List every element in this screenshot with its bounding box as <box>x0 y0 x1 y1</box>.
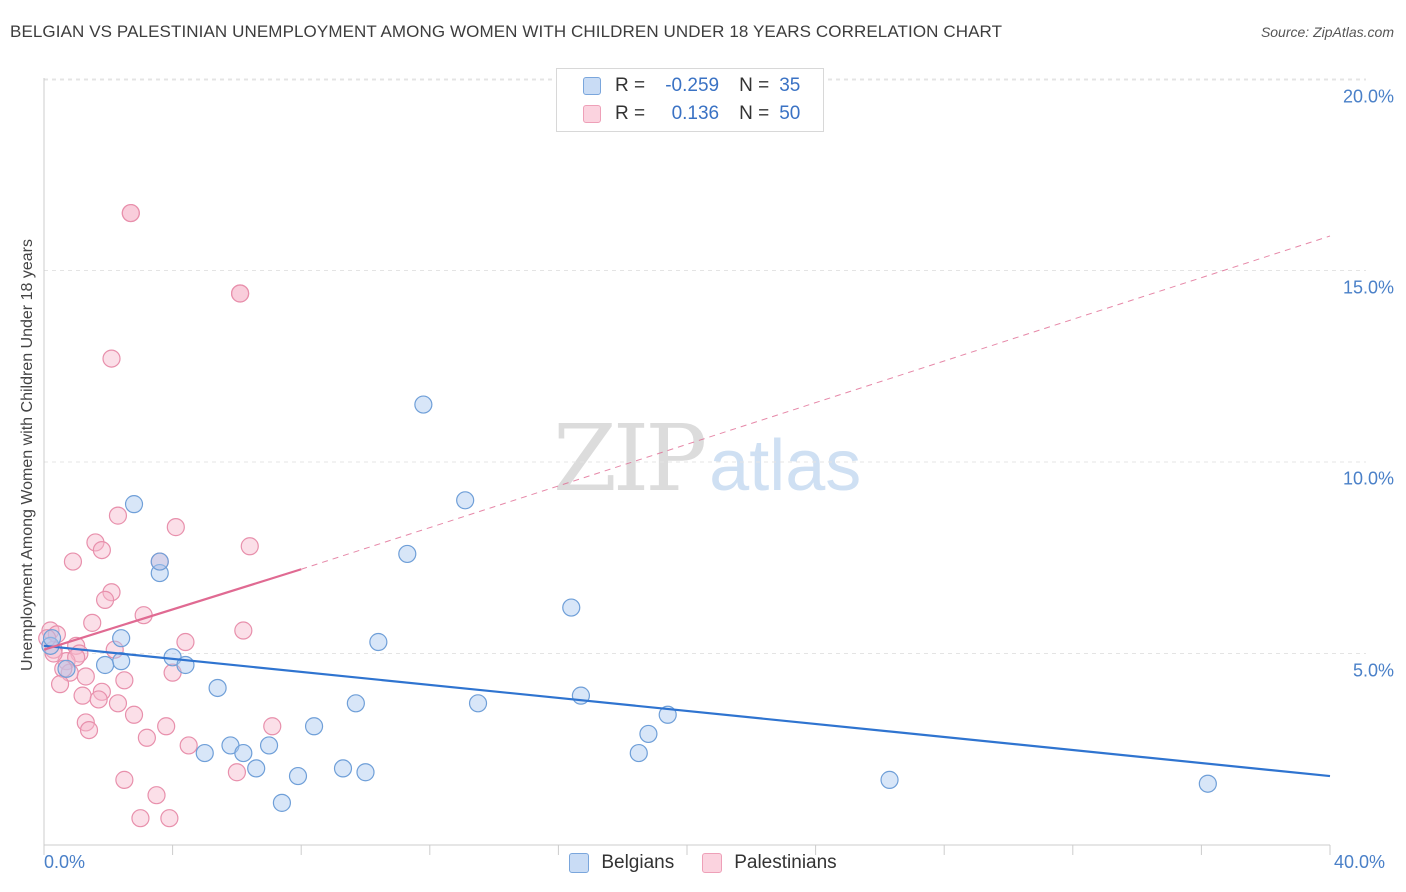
r-label: R = <box>615 75 646 96</box>
belgian-point <box>57 659 76 678</box>
palestinian-point <box>115 671 134 690</box>
palestinian-point <box>240 537 259 556</box>
belgian-point <box>880 770 899 789</box>
palestinian-point <box>137 728 156 747</box>
belgian-point <box>208 678 227 698</box>
y-tick-10: 10.0% <box>1342 468 1394 489</box>
palestinian-point <box>50 675 70 694</box>
belgian-point <box>247 759 266 778</box>
belgian-point <box>629 743 648 763</box>
belgian-point <box>468 694 488 713</box>
watermark-zip: ZIP <box>553 405 707 512</box>
belgian-point <box>124 495 144 514</box>
r-value: 0.136 <box>671 103 720 124</box>
belgian-point <box>346 694 365 713</box>
belgians-swatch-icon <box>583 77 601 95</box>
palestinian-point <box>157 717 176 736</box>
r-value: -0.259 <box>665 75 720 96</box>
watermark: ZIPatlas <box>553 405 861 512</box>
y-tick-5: 5.0% <box>1352 660 1394 681</box>
belgian-point <box>356 763 375 782</box>
belgian-point <box>456 491 475 510</box>
belgian-point <box>333 759 353 778</box>
y-tick-20: 20.0% <box>1342 86 1394 107</box>
belgian-point <box>272 793 292 812</box>
n-label: N = <box>739 103 770 124</box>
belgian-point <box>112 629 131 648</box>
legend-label-palestinians: Palestinians <box>734 852 837 873</box>
series-legend: Belgians Palestinians <box>0 852 1406 874</box>
watermark-atlas: atlas <box>709 426 862 506</box>
palestinian-point <box>166 518 185 537</box>
legend-item-belgians[interactable]: Belgians <box>569 852 674 874</box>
belgian-point <box>195 743 214 763</box>
palestinian-point <box>83 613 102 632</box>
palestinian-point <box>124 705 144 724</box>
r-label: R = <box>615 103 646 124</box>
belgian-point <box>414 395 433 414</box>
belgian-point <box>259 736 279 755</box>
palestinian-point <box>92 540 111 560</box>
correlation-legend: R = -0.259 N = 35 R = 0.136 N = 50 <box>556 68 824 132</box>
source-label: Source: ZipAtlas.com <box>1260 24 1394 40</box>
palestinian-point <box>147 786 166 805</box>
x-tick-0: 0.0% <box>44 852 86 872</box>
belgians-trend-line <box>43 644 1331 778</box>
legend-row-belgians: R = -0.259 N = 35 <box>557 73 800 99</box>
palestinian-point <box>234 621 253 640</box>
palestinians-trend-line <box>43 568 302 651</box>
belgian-point <box>95 655 115 675</box>
belgian-point <box>562 598 581 617</box>
belgian-point <box>398 544 417 564</box>
n-value: 35 <box>779 75 801 96</box>
palestinian-point <box>231 284 250 303</box>
palestinian-point <box>179 736 198 755</box>
n-label: N = <box>739 75 770 96</box>
belgian-point <box>1198 774 1217 793</box>
legend-item-palestinians[interactable]: Palestinians <box>702 852 837 874</box>
palestinians-swatch-icon <box>702 853 723 873</box>
palestinians-swatch-icon <box>583 105 601 123</box>
palestinian-point <box>89 690 108 709</box>
palestinian-point <box>108 506 128 525</box>
belgian-point <box>150 552 169 571</box>
legend-label-belgians: Belgians <box>601 852 675 873</box>
palestinian-point <box>227 763 246 782</box>
belgian-point <box>369 632 388 652</box>
chart-title: BELGIAN VS PALESTINIAN UNEMPLOYMENT AMON… <box>10 22 1003 41</box>
belgian-point <box>639 724 658 744</box>
legend-row-palestinians: R = 0.136 N = 50 <box>557 101 800 127</box>
y-axis-label: Unemployment Among Women with Children U… <box>19 239 36 671</box>
y-tick-15: 15.0% <box>1342 277 1394 298</box>
palestinian-point <box>79 720 99 740</box>
n-value: 50 <box>779 103 801 124</box>
palestinian-point <box>131 809 150 828</box>
palestinian-point <box>63 552 83 571</box>
palestinian-point <box>102 349 121 368</box>
palestinian-point <box>115 770 134 789</box>
palestinian-point <box>121 203 140 223</box>
palestinian-point <box>176 632 195 652</box>
x-tick-40: 40.0% <box>1334 852 1386 872</box>
belgian-point <box>234 743 253 763</box>
belgian-point <box>304 717 324 736</box>
belgian-point <box>288 766 308 786</box>
belgian-point <box>42 629 62 648</box>
palestinian-point <box>160 809 179 828</box>
palestinian-point <box>76 667 95 686</box>
palestinian-point <box>73 686 92 705</box>
palestinian-point <box>108 694 128 713</box>
palestinian-point <box>95 590 115 609</box>
palestinians-trend-extension <box>301 235 1331 570</box>
palestinian-point <box>263 717 282 736</box>
belgians-swatch-icon <box>569 853 590 873</box>
